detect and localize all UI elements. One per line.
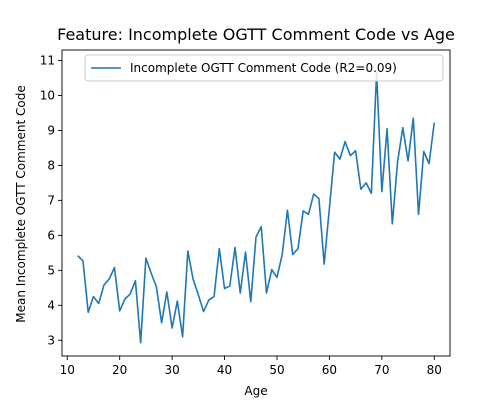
y-tick-label: 4 [47, 298, 55, 312]
axes-frame [61, 49, 451, 357]
plot-area: 10 20 30 40 50 60 70 80 3 4 5 6 7 8 9 10 11 Incomplete OG… [40, 49, 451, 377]
legend-entry-label: Incomplete OGTT Comment Code (R2=0.09) [130, 61, 397, 75]
y-tick-label: 7 [47, 193, 55, 207]
legend: Incomplete OGTT Comment Code (R2=0.09) [84, 54, 444, 82]
x-tick-label: 70 [374, 363, 389, 377]
x-tick-label: 20 [112, 363, 127, 377]
x-tick-label: 50 [269, 363, 284, 377]
y-tick-label: 6 [47, 228, 55, 242]
chart-title: Feature: Incomplete OGTT Comment Code vs… [57, 25, 455, 44]
y-tick-label: 3 [47, 333, 55, 347]
x-tick-label: 60 [322, 363, 337, 377]
x-tick-label: 10 [60, 363, 75, 377]
y-axis-label: Mean Incomplete OGTT Comment Code [14, 85, 28, 322]
y-tick-label: 5 [47, 263, 55, 277]
y-tick-label: 10 [40, 88, 55, 102]
x-axis-label: Age [244, 384, 267, 398]
legend-box [84, 54, 444, 82]
x-tick-label: 80 [427, 363, 442, 377]
series-line-0 [77, 71, 436, 344]
x-tick-label: 40 [217, 363, 232, 377]
y-tick-label: 11 [40, 53, 55, 67]
x-tick-label: 30 [164, 363, 179, 377]
y-tick-label: 8 [47, 158, 55, 172]
y-tick-label: 9 [47, 123, 55, 137]
